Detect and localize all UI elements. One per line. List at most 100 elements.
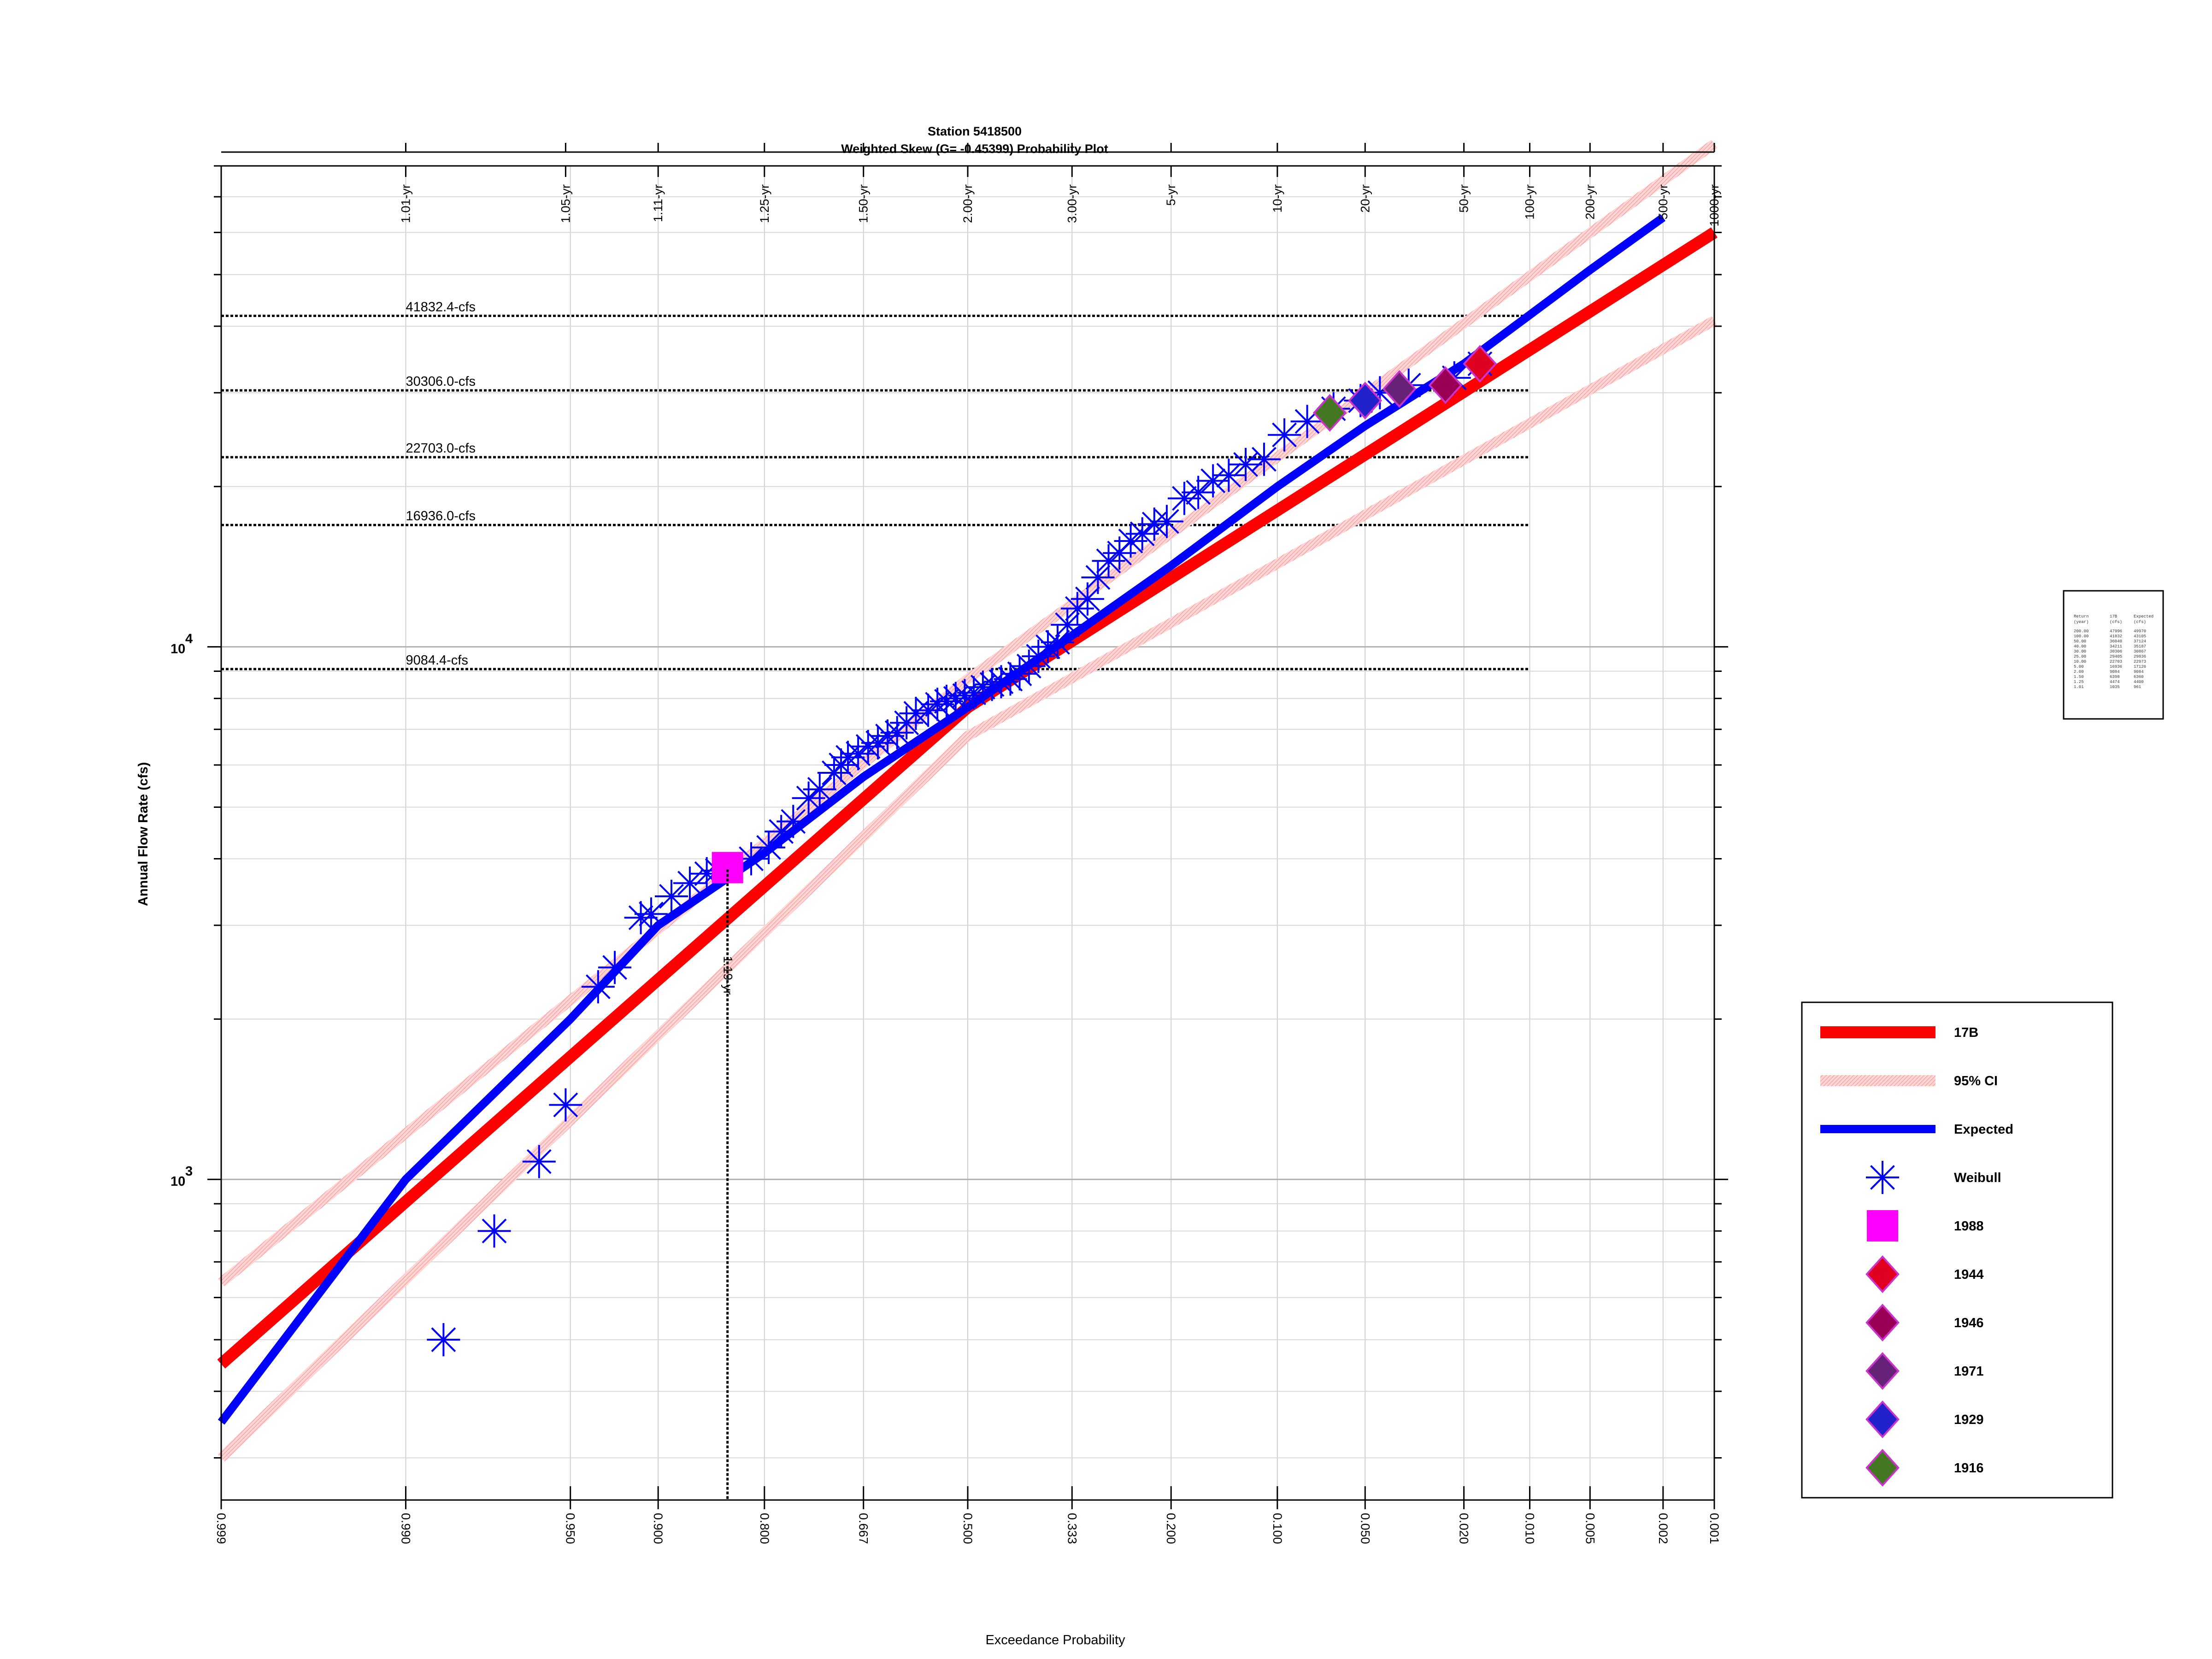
legend-item: 1971 — [1865, 1352, 1984, 1390]
level-label: 16936.0-cfs — [406, 509, 476, 524]
x-tick-label: 0.050 — [1358, 1513, 1372, 1544]
x-tick-label: 0.950 — [564, 1513, 577, 1544]
legend-label: 95% CI — [1954, 1074, 1998, 1088]
table-cell: 1.01 — [2074, 685, 2084, 689]
table-cell: 29405 — [2110, 654, 2122, 659]
point-1946 — [1428, 366, 1463, 404]
weibull-point — [803, 772, 836, 806]
weibull-point — [1196, 464, 1230, 498]
table-cell: 9084 — [2110, 670, 2120, 674]
weibull-point — [1268, 418, 1301, 452]
level-lines: 41832.4-cfs 30306.0-cfs 22703.0-cfs 16936.0… — [221, 300, 1530, 671]
table-cell: 10.00 — [2074, 659, 2086, 664]
chart-title: Station 5418500 — [928, 124, 1022, 138]
asterisk-stroke — [1035, 634, 1060, 659]
confidence-band — [218, 140, 1718, 1462]
return-period-table: Return 17B Expected (year) (cfs) (cfs) 200.00 4… — [2063, 590, 2164, 720]
weibull-point — [581, 970, 615, 1004]
table-cell: 22973 — [2134, 659, 2146, 664]
asterisk-stroke — [925, 692, 950, 717]
legend-label: 1916 — [1954, 1461, 1984, 1476]
weibull-point — [1182, 476, 1215, 509]
point-1971 — [1382, 370, 1417, 408]
weibull-point — [598, 951, 632, 984]
legend-label: 1971 — [1954, 1364, 1984, 1379]
asterisk-stroke — [1233, 452, 1258, 477]
legend-swatch-diamond — [1865, 1352, 1900, 1390]
weibull-point — [861, 726, 895, 760]
level-label: 30306.0-cfs — [406, 374, 476, 389]
asterisk-stroke — [855, 734, 881, 759]
weibull-point — [634, 897, 668, 931]
legend-swatch-diamond — [1865, 1449, 1900, 1487]
weibull-point — [549, 1088, 582, 1122]
table-cell: 47996 — [2110, 629, 2122, 634]
asterisk-stroke — [639, 901, 664, 927]
table-cell: 37124 — [2134, 639, 2146, 644]
x-tick-label: 0.005 — [1583, 1513, 1597, 1544]
asterisk-stroke — [602, 955, 627, 980]
weibull-point — [1051, 608, 1084, 641]
x-tick-label: 0.100 — [1271, 1513, 1284, 1544]
level-label: 41832.4-cfs — [406, 300, 476, 314]
asterisk-stroke — [1154, 509, 1179, 534]
x-tick-label: 0.200 — [1164, 1513, 1178, 1544]
chart-subtitle: Weighted Skew (G= -0.45399) Probability … — [841, 142, 1108, 156]
asterisk-stroke — [1045, 629, 1070, 655]
legend-item: 1944 — [1865, 1255, 1984, 1293]
table-cell: 100.00 — [2074, 634, 2088, 639]
table-cell: 22703 — [2110, 659, 2122, 664]
legend-label: 1946 — [1954, 1316, 1984, 1330]
asterisk-stroke — [628, 905, 653, 930]
x-tick-label: 0.020 — [1457, 1513, 1471, 1544]
legend-swatch-diamond — [1865, 1304, 1900, 1341]
table-cell: 29836 — [2134, 654, 2146, 659]
legend-swatch-diamond — [1865, 1400, 1900, 1438]
legend-item: 95% CI — [1820, 1074, 1998, 1088]
table-cell: 1.25 — [2074, 680, 2084, 684]
return-period-label: 1.50-yr — [857, 184, 871, 223]
legend-label: 17B — [1954, 1025, 1978, 1040]
x-tick-label: 0.010 — [1523, 1513, 1537, 1544]
legend-item: Weibull — [1866, 1161, 2001, 1194]
y-tick-base: 10 — [171, 1174, 185, 1189]
ci-upper-line — [218, 140, 1718, 1287]
table-cell: 16936 — [2110, 665, 2122, 669]
x-tick-label: 0.500 — [961, 1513, 975, 1544]
legend-item: Expected — [1820, 1122, 2013, 1137]
return-period-label: 1.11-yr — [651, 184, 665, 222]
point-1988 — [712, 852, 743, 883]
weibull-point — [752, 831, 786, 865]
return-period-label: 2.00-yr — [961, 184, 975, 223]
asterisk-stroke — [943, 686, 968, 711]
asterisk-stroke — [875, 724, 900, 749]
table-header-units: (cfs) — [2134, 620, 2146, 624]
legend: 17B 95% CI Expected Weibull 1988 1944 1946 1971… — [1801, 1001, 2113, 1499]
table-cell: 6360 — [2134, 675, 2144, 679]
weibull-point — [1041, 625, 1074, 659]
table-header: Expected — [2134, 614, 2153, 619]
table-cell: 6398 — [2110, 675, 2120, 679]
asterisk-stroke — [934, 689, 959, 714]
table-header-units: (cfs) — [2110, 620, 2122, 624]
asterisk-stroke — [586, 974, 611, 1000]
table-cell: 30867 — [2134, 649, 2146, 654]
return-period-label: 3.00-yr — [1065, 184, 1079, 223]
table-cell: 200.00 — [2074, 629, 2088, 634]
table-cell: 5.00 — [2074, 665, 2084, 669]
table-cell: 25.00 — [2074, 654, 2086, 659]
asterisk-stroke — [677, 871, 702, 896]
table-header: Return — [2074, 614, 2088, 619]
asterisk-stroke — [1075, 586, 1100, 612]
legend-swatch-square — [1867, 1210, 1898, 1241]
y-tick-exponent: 3 — [185, 1164, 193, 1179]
x-tick-label: 0.001 — [1707, 1513, 1721, 1544]
return-period-label: 20-yr — [1358, 184, 1372, 213]
asterisk-stroke — [739, 846, 764, 871]
weibull-point — [1081, 561, 1115, 594]
table-header-units: (year) — [2074, 620, 2088, 624]
vertical-marker-label: 1.19-yr — [721, 956, 735, 995]
weibull-point — [1229, 447, 1263, 481]
x-tick-label: 0.667 — [857, 1513, 871, 1544]
